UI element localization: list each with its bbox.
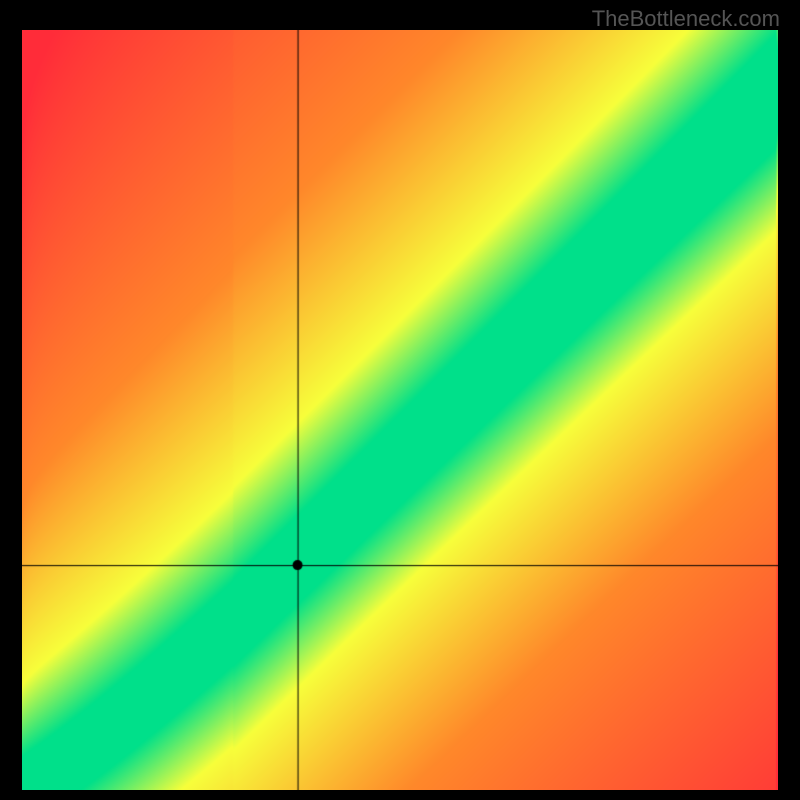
watermark-text: TheBottleneck.com bbox=[592, 6, 780, 32]
bottleneck-heatmap-canvas bbox=[22, 30, 778, 790]
chart-root: TheBottleneck.com bbox=[0, 0, 800, 800]
